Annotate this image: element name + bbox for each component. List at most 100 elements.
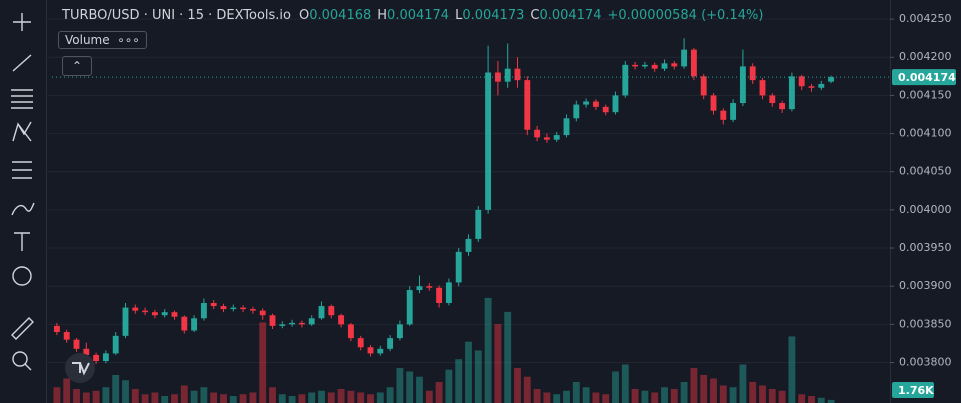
volume-legend[interactable]: Volume ∘∘∘ bbox=[58, 31, 147, 49]
volume-bar bbox=[504, 311, 512, 403]
volume-bar bbox=[719, 385, 727, 403]
ohlc-label: C bbox=[530, 8, 540, 23]
line-icon[interactable] bbox=[12, 54, 32, 72]
volume-bar bbox=[827, 399, 835, 403]
candle-body bbox=[249, 309, 256, 311]
volume-bar bbox=[680, 381, 688, 403]
candle-body bbox=[622, 64, 629, 96]
last-price-label: 0.004174 bbox=[898, 71, 956, 84]
volume-bar bbox=[494, 324, 502, 403]
fib-icon[interactable] bbox=[11, 89, 33, 109]
volume-bar bbox=[112, 374, 120, 403]
crosshair-icon[interactable] bbox=[13, 13, 31, 31]
candle-body bbox=[504, 68, 511, 82]
volume-bar bbox=[347, 390, 355, 403]
volume-bar bbox=[102, 387, 110, 403]
volume-bar bbox=[455, 359, 463, 403]
y-tick-label: 0.004000 bbox=[899, 203, 952, 216]
y-tick-label: 0.003950 bbox=[899, 241, 952, 254]
collapse-button[interactable]: ⌃ bbox=[62, 56, 92, 76]
volume-bar bbox=[445, 369, 453, 403]
candle-body bbox=[690, 49, 697, 77]
candle-body bbox=[632, 64, 639, 67]
candle-body bbox=[161, 312, 168, 316]
candle-body bbox=[122, 307, 129, 336]
y-tick-label: 0.003800 bbox=[899, 356, 952, 369]
volume-bar bbox=[612, 371, 619, 403]
volume-title: Volume bbox=[65, 33, 110, 47]
ohlc-value: 0.004173 bbox=[462, 8, 525, 23]
volume-tag-label: 1.76K bbox=[898, 384, 934, 397]
volume-bar bbox=[220, 394, 227, 403]
candle-body bbox=[485, 72, 492, 210]
volume-bar bbox=[327, 392, 335, 403]
volume-bar bbox=[249, 392, 257, 403]
candle-body bbox=[347, 324, 354, 339]
volume-bar bbox=[602, 394, 610, 403]
candle-body bbox=[387, 338, 394, 349]
candle-body bbox=[436, 287, 443, 304]
volume-bar bbox=[641, 390, 649, 403]
candle-body bbox=[181, 316, 188, 331]
candle-body bbox=[151, 312, 158, 316]
volume-bar bbox=[151, 392, 159, 403]
volume-bar bbox=[778, 390, 786, 403]
volume-bar bbox=[817, 397, 825, 403]
volume-bar bbox=[582, 387, 590, 403]
volume-bar bbox=[572, 381, 580, 403]
volume-bar bbox=[553, 394, 561, 403]
text-icon[interactable] bbox=[14, 232, 30, 251]
volume-bar bbox=[337, 388, 345, 403]
candle-body bbox=[583, 101, 590, 105]
volume-bar bbox=[749, 381, 757, 403]
candle-body bbox=[63, 332, 70, 340]
y-tick-label: 0.003850 bbox=[899, 317, 952, 330]
volume-bar bbox=[798, 394, 806, 403]
volume-bar bbox=[376, 392, 384, 403]
volume-bar bbox=[171, 394, 178, 403]
volume-bar bbox=[768, 388, 776, 403]
candle-body bbox=[396, 324, 403, 339]
candle-body bbox=[102, 353, 109, 362]
change: +0.00000584 (+0.14%) bbox=[607, 8, 764, 23]
zoom-icon-handle bbox=[24, 363, 32, 371]
ohlc-label: O bbox=[299, 8, 310, 23]
pattern-icon[interactable] bbox=[12, 121, 32, 142]
volume-bar bbox=[700, 374, 708, 403]
candle-body bbox=[289, 322, 296, 325]
candle-body bbox=[455, 251, 462, 283]
volume-bar bbox=[63, 378, 71, 403]
chart-title: TURBO/USD · UNI · 15 · DEXTools.io bbox=[62, 8, 291, 23]
brush-icon[interactable] bbox=[11, 202, 35, 216]
volume-bar bbox=[523, 376, 531, 403]
candle-body bbox=[573, 104, 580, 119]
candle-body bbox=[230, 307, 237, 310]
candle-body bbox=[651, 64, 658, 69]
y-tick-label: 0.004150 bbox=[899, 88, 952, 101]
emoji-icon[interactable] bbox=[12, 266, 32, 286]
volume-bar bbox=[592, 392, 600, 403]
y-tick-label: 0.003900 bbox=[899, 279, 952, 292]
volume-bar bbox=[141, 394, 149, 403]
volume-bar bbox=[563, 390, 570, 403]
projection-icon[interactable] bbox=[12, 161, 32, 179]
volume-bar bbox=[82, 392, 90, 403]
candle-body bbox=[808, 86, 815, 88]
volume-bar bbox=[308, 392, 316, 403]
plot bbox=[46, 18, 890, 403]
candle-body bbox=[788, 76, 795, 110]
ohlc-value: 0.004174 bbox=[539, 8, 602, 23]
candle-body bbox=[700, 76, 707, 96]
y-tick-label: 0.004200 bbox=[899, 50, 952, 63]
candle-body bbox=[602, 106, 609, 113]
candle-body bbox=[83, 348, 90, 355]
volume-bar bbox=[690, 367, 698, 403]
ohlc-label: L bbox=[455, 8, 463, 23]
volume-bar bbox=[318, 390, 325, 403]
candle-body bbox=[465, 238, 472, 252]
ruler-icon[interactable] bbox=[11, 317, 34, 340]
zoom-icon[interactable] bbox=[12, 351, 28, 367]
candle-body bbox=[357, 338, 364, 348]
candle-body bbox=[318, 306, 325, 319]
